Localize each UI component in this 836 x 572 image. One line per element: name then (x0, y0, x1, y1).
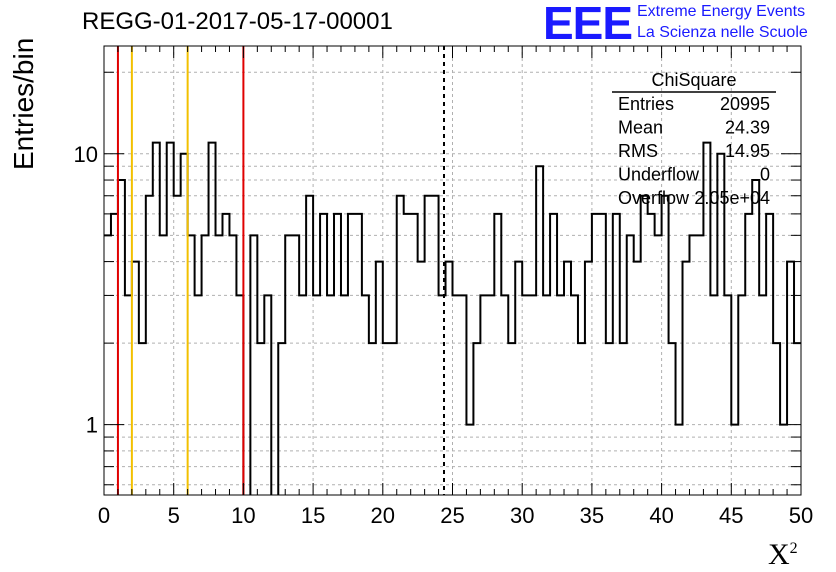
stats-value: 24.39 (725, 118, 770, 138)
stats-label: Overflow (618, 188, 690, 208)
x-tick-label: 25 (440, 503, 464, 528)
stats-label: Underflow (618, 165, 700, 185)
stats-label: Mean (618, 118, 663, 138)
chart-title: REGG-01-2017-05-17-00001 (82, 8, 393, 35)
x-tick-label: 0 (98, 503, 110, 528)
x-tick-label: 35 (580, 503, 604, 528)
stats-title: ChiSquare (651, 70, 736, 90)
x-tick-label: 15 (301, 503, 325, 528)
y-tick-label: 1 (86, 413, 98, 438)
x-tick-label: 5 (168, 503, 180, 528)
histogram-series (104, 141, 801, 495)
x-tick-label: 40 (649, 503, 673, 528)
y-tick-label: 10 (74, 142, 98, 167)
x-tick-label: 30 (510, 503, 534, 528)
stats-label: Entries (618, 94, 674, 114)
stats-value: 2.05e+04 (694, 188, 770, 208)
x-axis-label-superscript: 2 (789, 540, 798, 557)
x-axis-label-main: X (768, 538, 790, 571)
stats-value: 20995 (720, 94, 770, 114)
stats-label: RMS (618, 141, 658, 161)
x-tick-label: 50 (789, 503, 813, 528)
x-tick-label: 10 (231, 503, 255, 528)
eee-logo: EEE (543, 0, 633, 49)
stats-value: 0 (760, 165, 770, 185)
logo-line-2: La Scienza nelle Scuole (637, 24, 808, 41)
x-axis-label: X2 (768, 538, 798, 572)
x-tick-label: 20 (371, 503, 395, 528)
logo-line-1: Extreme Energy Events (637, 3, 806, 20)
stats-value: 14.95 (725, 141, 770, 161)
x-tick-label: 45 (719, 503, 743, 528)
